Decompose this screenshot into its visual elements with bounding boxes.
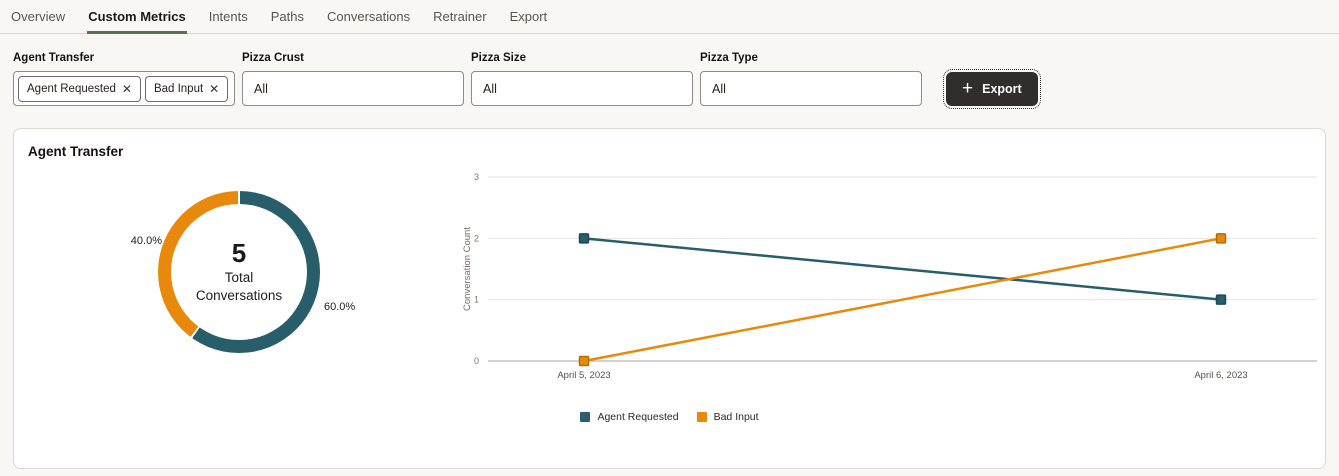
donut-slice-label-agent-requested: 60.0% — [324, 301, 356, 313]
y-tick-label: 0 — [474, 356, 479, 366]
tab-conversations[interactable]: Conversations — [327, 9, 411, 24]
donut-total-value: 5 — [231, 237, 247, 268]
chip-agent-requested-label: Agent Requested — [27, 82, 116, 95]
pizza-type-input[interactable] — [700, 71, 922, 106]
y-tick-label: 2 — [474, 233, 479, 243]
donut-total-label-line1: Total — [224, 269, 254, 285]
x-axis-label: April 6, 2023 — [1194, 370, 1247, 381]
tab-bar: Overview Custom Metrics Intents Paths Co… — [0, 0, 1339, 34]
chip-agent-requested-remove-icon[interactable]: ✕ — [121, 81, 132, 96]
legend-swatch — [580, 412, 591, 422]
chip-bad-input[interactable]: Bad Input ✕ — [144, 75, 229, 102]
data-point-marker — [578, 233, 590, 244]
pizza-crust-input[interactable] — [242, 71, 464, 106]
data-point-marker — [1215, 294, 1227, 305]
filter-pizza-size: Pizza Size — [471, 52, 693, 106]
series-line — [583, 237, 1222, 301]
line-chart: 0 1 2 3 Conversation Count April 5, 2023 April… — [462, 172, 1317, 381]
series-line — [583, 237, 1222, 363]
agent-transfer-multiselect[interactable]: Agent Requested ✕ Bad Input ✕ — [13, 71, 235, 106]
filter-pizza-crust-label: Pizza Crust — [242, 52, 304, 64]
filter-pizza-type-label: Pizza Type — [700, 52, 758, 64]
data-point-marker — [1215, 233, 1227, 244]
card-title: Agent Transfer — [28, 144, 124, 159]
donut-total-label-line2: Conversations — [195, 287, 283, 303]
filter-pizza-size-label: Pizza Size — [471, 52, 526, 64]
filter-pizza-crust: Pizza Crust — [242, 52, 464, 106]
x-axis-label: April 5, 2023 — [557, 370, 610, 381]
export-button-label: Export — [982, 82, 1022, 96]
data-point-marker — [578, 355, 590, 367]
chip-agent-requested[interactable]: Agent Requested ✕ — [18, 75, 141, 102]
tab-overview[interactable]: Overview — [11, 9, 66, 24]
tab-intents[interactable]: Intents — [208, 9, 248, 24]
pizza-size-input[interactable] — [471, 71, 693, 106]
chip-bad-input-label: Bad Input — [153, 82, 204, 95]
legend-item[interactable]: Bad Input — [696, 411, 759, 423]
legend-item[interactable]: Agent Requested — [580, 411, 679, 423]
legend-swatch — [696, 412, 707, 422]
tab-custom-metrics[interactable]: Custom Metrics — [87, 0, 187, 34]
tab-paths[interactable]: Paths — [270, 9, 304, 24]
y-tick-label: 1 — [474, 295, 479, 305]
chip-bad-input-remove-icon[interactable]: ✕ — [209, 81, 220, 96]
chart-legend: Agent Requested Bad Input — [14, 411, 1325, 423]
filter-agent-transfer: Agent Transfer Agent Requested ✕ Bad Inp… — [13, 52, 235, 106]
legend-label: Agent Requested — [597, 411, 679, 423]
plus-icon: + — [962, 77, 974, 99]
agent-transfer-card: Agent Transfer 5 Total Conversations 40.… — [13, 128, 1326, 469]
donut-chart[interactable]: 5 Total Conversations — [158, 191, 320, 353]
export-button[interactable]: + Export — [943, 69, 1041, 109]
donut-slice-label-bad-input: 40.0% — [130, 235, 162, 247]
filter-agent-transfer-label: Agent Transfer — [13, 52, 95, 64]
legend-label: Bad Input — [713, 411, 759, 423]
y-tick-label: 3 — [474, 172, 479, 182]
filter-pizza-type: Pizza Type — [700, 52, 922, 106]
tab-export[interactable]: Export — [509, 9, 548, 24]
y-axis-title: Conversation Count — [462, 227, 473, 311]
filter-row: Agent Transfer Agent Requested ✕ Bad Inp… — [0, 52, 1339, 109]
tab-retrainer[interactable]: Retrainer — [433, 9, 487, 24]
donut-center: 5 Total Conversations — [171, 204, 307, 340]
